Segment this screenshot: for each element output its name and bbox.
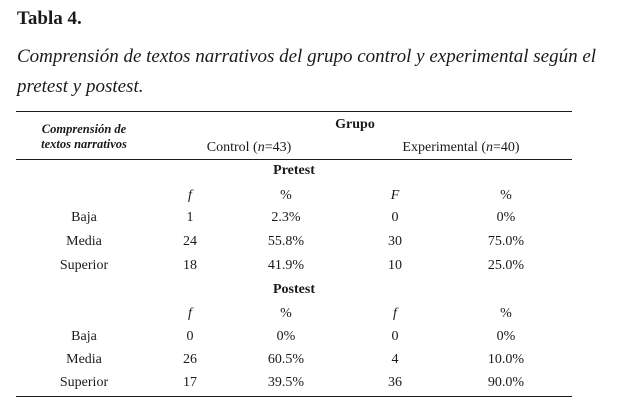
postest-cell: 10.0% (487, 352, 525, 367)
row-header-line-2: textos narrativos (41, 137, 127, 151)
postest-col-pct-experimental: % (500, 306, 512, 321)
table-label: Tabla 4. (17, 8, 82, 29)
pretest-row-label: Baja (71, 210, 97, 225)
table-bottom-rule (16, 396, 572, 397)
pretest-col-pct-control: % (280, 188, 292, 203)
header-rule (16, 159, 572, 160)
pretest-cell: 2.3% (271, 210, 301, 225)
pretest-cell: 55.8% (267, 234, 305, 249)
postest-cell: 0% (276, 329, 296, 344)
control-group-header: Control (n=43) (206, 140, 292, 155)
pretest-col-f-experimental: F (390, 188, 400, 203)
postest-cell: 0 (391, 329, 399, 344)
table-caption-line-1: Comprensión de textos narrativos del gru… (17, 46, 597, 67)
pretest-cell: 18 (183, 258, 197, 273)
postest-col-f-control: f (188, 306, 192, 321)
postest-cell: 60.5% (267, 352, 305, 367)
postest-cell: 26 (183, 352, 197, 367)
postest-row-label: Baja (71, 329, 97, 344)
postest-cell: 90.0% (487, 375, 525, 390)
postest-row-label: Superior (59, 375, 109, 390)
experimental-group-header: Experimental (n=40) (402, 140, 520, 155)
pretest-cell: 30 (388, 234, 402, 249)
pretest-col-f-control: f (188, 188, 192, 203)
postest-col-pct-control: % (280, 306, 292, 321)
pretest-title: Pretest (273, 163, 315, 178)
postest-cell: 0 (186, 329, 194, 344)
postest-title: Postest (273, 282, 315, 297)
pretest-col-pct-experimental: % (500, 188, 512, 203)
pretest-cell: 0 (391, 210, 399, 225)
table-top-rule (16, 111, 572, 112)
group-header: Grupo (335, 117, 375, 132)
row-header-line-1: Comprensión de (41, 122, 127, 136)
pretest-cell: 25.0% (487, 258, 525, 273)
table-caption-line-2: pretest y postest. (17, 76, 144, 97)
pretest-row-label: Media (66, 234, 102, 249)
pretest-row-label: Superior (59, 258, 109, 273)
postest-col-f-experimental: f (393, 306, 397, 321)
pretest-cell: 75.0% (487, 234, 525, 249)
postest-cell: 17 (183, 375, 197, 390)
postest-cell: 4 (391, 352, 399, 367)
pretest-cell: 41.9% (267, 258, 305, 273)
pretest-cell: 10 (388, 258, 402, 273)
postest-cell: 0% (496, 329, 516, 344)
pretest-cell: 24 (183, 234, 197, 249)
postest-row-label: Media (66, 352, 102, 367)
pretest-cell: 1 (186, 210, 194, 225)
postest-cell: 39.5% (267, 375, 305, 390)
pretest-cell: 0% (496, 210, 516, 225)
postest-cell: 36 (388, 375, 402, 390)
